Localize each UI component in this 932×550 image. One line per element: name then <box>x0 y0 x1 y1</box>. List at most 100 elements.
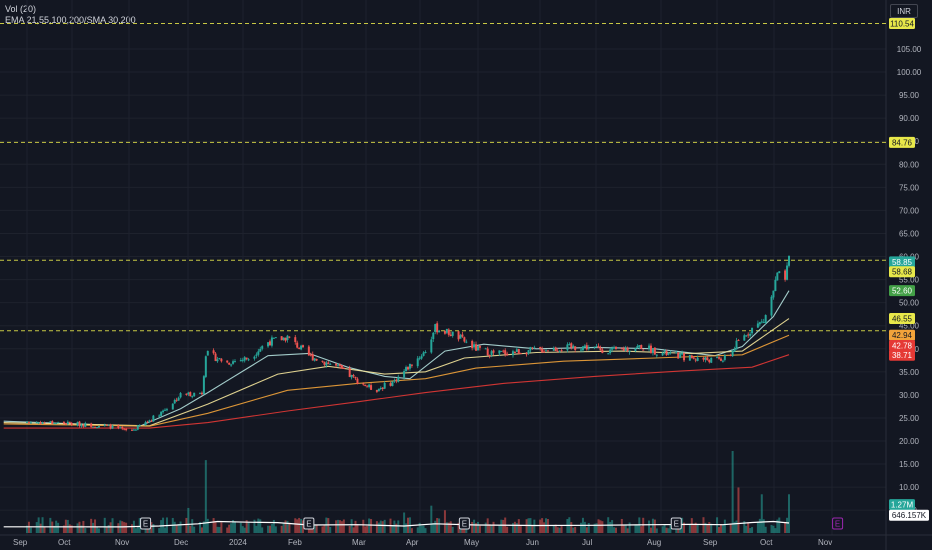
candle-body <box>408 363 411 369</box>
price-tick-label: 30.00 <box>899 391 920 400</box>
candle-body <box>620 348 623 350</box>
volume-bar <box>381 521 384 533</box>
time-axis-label: Oct <box>760 538 773 547</box>
candle-body <box>325 362 328 366</box>
ema-legend[interactable]: EMA 21,55,100,200/SMA 30,200 <box>5 15 136 25</box>
candle-body <box>572 345 575 348</box>
candle-body <box>368 384 371 387</box>
volume-bar <box>200 527 203 533</box>
candle-body <box>125 429 128 431</box>
candle-body <box>531 347 534 349</box>
candle-body <box>391 381 394 387</box>
volume-bar <box>338 520 341 533</box>
candle-body <box>253 356 256 359</box>
earnings-marker[interactable]: E <box>140 517 152 530</box>
volume-bar <box>719 524 722 533</box>
volume-bar <box>692 524 695 533</box>
volume-bar <box>601 521 604 533</box>
candle-body <box>613 347 616 349</box>
volume-bar <box>556 527 559 533</box>
currency-selector[interactable]: INR <box>890 4 918 18</box>
candle-body <box>500 350 503 352</box>
volume-bar <box>593 523 596 533</box>
volume-bar <box>778 517 781 533</box>
candle-body <box>513 352 516 354</box>
volume-bar <box>506 526 509 533</box>
volume-bar <box>220 522 223 533</box>
earnings-marker[interactable]: E <box>303 517 315 530</box>
volume-bar <box>410 528 413 533</box>
candle-body <box>233 361 236 363</box>
candle-body <box>683 353 686 361</box>
volume-bar <box>772 525 775 533</box>
volume-bar <box>216 526 219 533</box>
earnings-marker[interactable]: E <box>458 517 470 530</box>
earnings-marker[interactable]: E <box>670 517 682 530</box>
volume-bar <box>130 524 133 533</box>
candle-body <box>420 356 423 359</box>
volume-legend[interactable]: Vol (20) <box>5 4 37 14</box>
volume-bar <box>570 522 573 533</box>
candle-body <box>377 388 380 392</box>
candle-body <box>119 427 122 429</box>
candle-body <box>66 421 69 424</box>
volume-bar <box>191 519 194 533</box>
candle-body <box>517 349 520 354</box>
price-tag-label: 52.60 <box>892 287 913 296</box>
candle-body <box>294 337 297 342</box>
candle-body <box>525 352 528 355</box>
volume-bar <box>261 527 264 533</box>
volume-bar <box>704 522 707 533</box>
candle-body <box>449 334 452 337</box>
time-axis-label: Nov <box>115 538 129 547</box>
candle-body <box>601 349 604 354</box>
volume-bars <box>26 451 790 533</box>
volume-bar <box>566 519 569 533</box>
volume-bar <box>500 519 503 533</box>
volume-bar <box>160 520 163 533</box>
volume-bar <box>300 519 303 533</box>
candle-body <box>675 352 678 354</box>
candle-body <box>626 347 629 352</box>
volume-bar <box>471 521 474 533</box>
candle-body <box>451 331 454 336</box>
volume-bar <box>337 519 340 533</box>
volume-bar <box>350 519 353 533</box>
candle-body <box>327 362 330 365</box>
price-tick-label: 65.00 <box>899 229 920 238</box>
volume-bar <box>255 525 258 533</box>
price-tick-label: 100.00 <box>897 68 922 77</box>
volume-bar <box>490 525 493 533</box>
price-tag: 84.76 <box>889 136 915 148</box>
volume-bar <box>352 527 355 533</box>
volume-bar <box>552 525 555 533</box>
volume-bar <box>228 524 231 533</box>
earnings-marker-label: E <box>674 520 679 529</box>
volume-bar <box>488 524 491 533</box>
volume-bar <box>280 525 283 533</box>
candle-body <box>37 422 40 424</box>
volume-bar <box>696 524 699 533</box>
volume-bar <box>257 518 260 533</box>
time-axis-label: Jun <box>526 538 539 547</box>
volume-bar <box>416 527 419 533</box>
candle-body <box>138 425 141 427</box>
volume-bar <box>640 526 643 533</box>
time-axis-label: May <box>464 538 479 547</box>
volume-bar <box>445 522 448 533</box>
candle-body <box>436 323 439 333</box>
moving-average-line <box>3 290 790 427</box>
candle-body <box>445 328 448 333</box>
volume-bar <box>721 524 724 533</box>
candle-body <box>41 422 44 424</box>
candle-body <box>370 385 373 390</box>
candle-body <box>758 322 761 325</box>
candle-body <box>486 348 489 356</box>
volume-bar <box>525 519 528 533</box>
earnings-marker[interactable]: E <box>832 517 844 530</box>
candle-body <box>546 350 549 352</box>
price-tick-label: 15.00 <box>899 460 920 469</box>
volume-bar <box>624 525 627 533</box>
candle-body <box>648 345 651 349</box>
